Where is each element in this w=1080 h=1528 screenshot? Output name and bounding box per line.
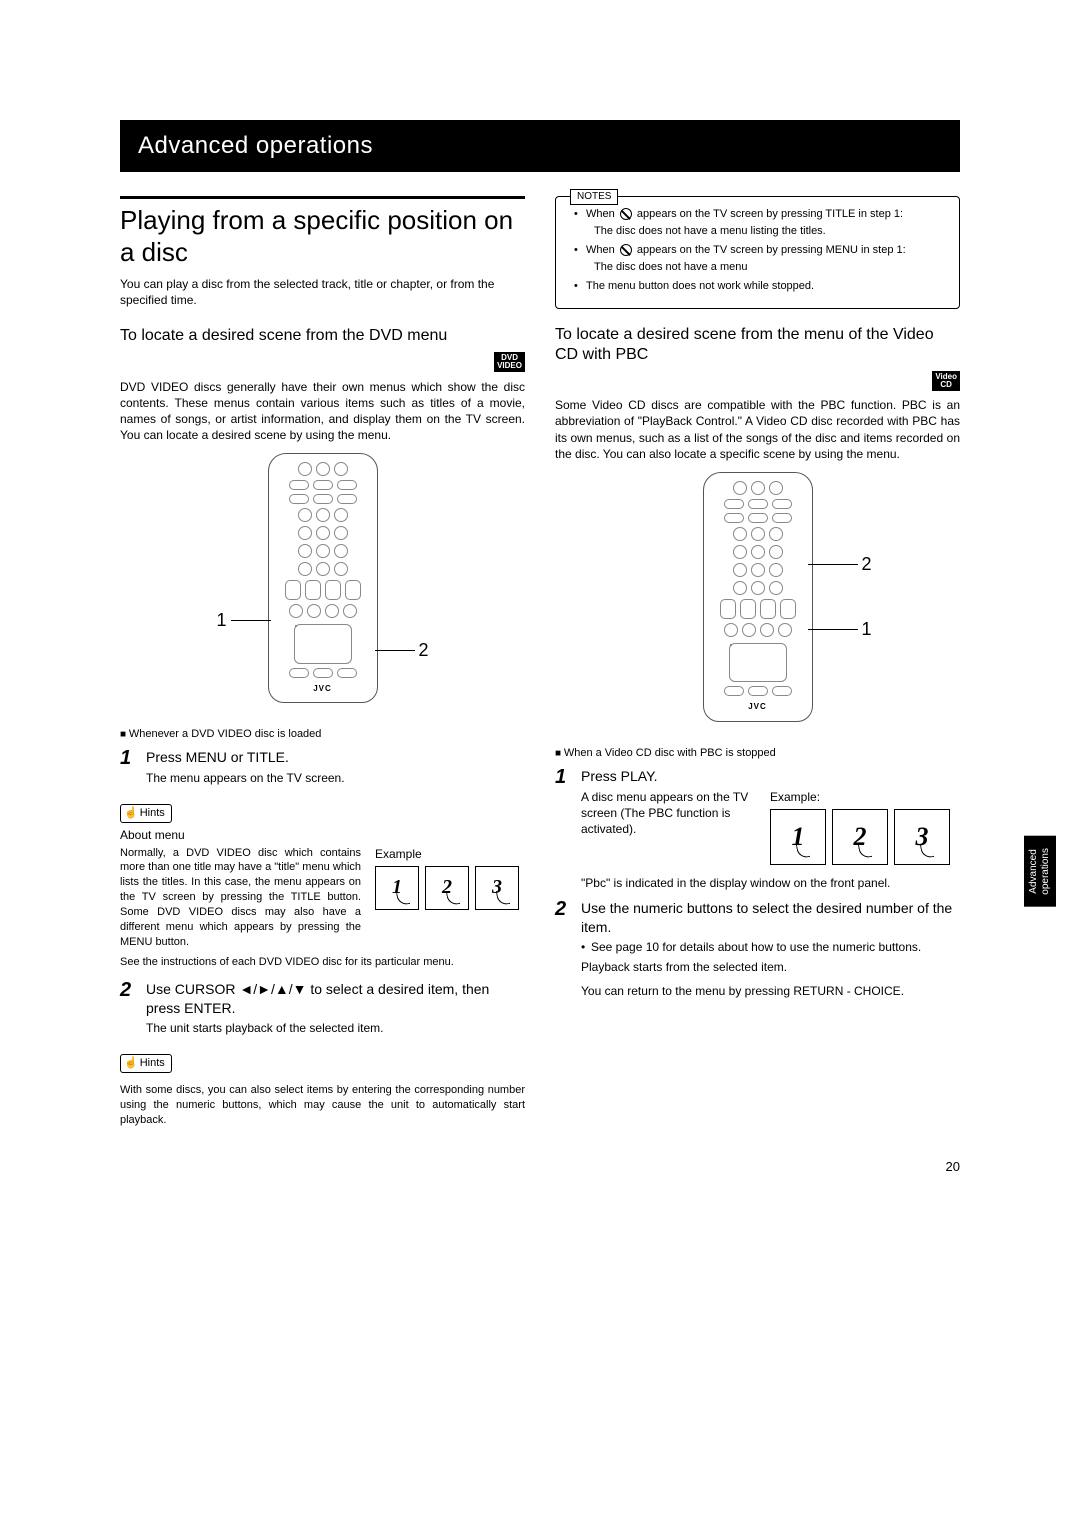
prohibit-icon: [620, 244, 632, 256]
note-2-sub: The disc does not have a menu: [594, 260, 947, 275]
example-label-r: Example:: [770, 789, 960, 805]
step-1: 1 Press MENU or TITLE.: [120, 748, 525, 768]
step-2-desc: The unit starts playback of the selected…: [146, 1020, 525, 1036]
step-r2-desc2: You can return to the menu by pressing R…: [581, 983, 960, 999]
callout-1: 1: [861, 617, 871, 641]
remote-outline: JVC: [268, 453, 378, 703]
left-column: Playing from a specific position on a di…: [120, 196, 525, 1127]
note-1-sub: The disc does not have a menu listing th…: [594, 224, 947, 239]
callout-1: 1: [217, 608, 227, 632]
intro-text: You can play a disc from the selected tr…: [120, 276, 525, 308]
remote-brand: JVC: [748, 702, 767, 713]
note-3: The menu button does not work while stop…: [578, 279, 947, 294]
step-r2-number: 2: [555, 899, 573, 919]
note-2: When appears on the TV screen by pressin…: [578, 243, 947, 275]
step-r1-desc: A disc menu appears on the TV screen (Th…: [581, 789, 750, 838]
notes-box: NOTES When appears on the TV screen by p…: [555, 196, 960, 308]
step-1-number: 1: [120, 748, 138, 768]
hints-badge-2: Hints: [120, 1054, 172, 1073]
remote-outline: JVC: [703, 472, 813, 722]
step-1-text: Press MENU or TITLE.: [146, 748, 289, 767]
step-2-text: Use CURSOR ◄/►/▲/▼ to select a desired i…: [146, 980, 525, 1018]
tile-r3: 3: [916, 819, 929, 854]
tile-r1: 1: [792, 819, 805, 854]
video-cd-badge: Video CD: [932, 371, 960, 391]
subheading-vcd-pbc: To locate a desired scene from the menu …: [555, 325, 960, 365]
vcd-body: Some Video CD discs are compatible with …: [555, 397, 960, 462]
remote-diagram-right: JVC 2 1: [628, 472, 888, 732]
step-r1-text: Press PLAY.: [581, 767, 658, 786]
condition-dvd-loaded: Whenever a DVD VIDEO disc is loaded: [120, 727, 525, 742]
step-r2-text: Use the numeric buttons to select the de…: [581, 899, 960, 937]
prohibit-icon: [620, 208, 632, 220]
tile-2: 2: [442, 874, 452, 901]
dvd-menu-body: DVD VIDEO discs generally have their own…: [120, 379, 525, 444]
example-tiles-r: 1 2 3: [770, 809, 960, 865]
remote-diagram-left: JVC 1 2: [193, 453, 453, 713]
step-r2-desc1: Playback starts from the selected item.: [581, 959, 960, 975]
page-number: 20: [120, 1158, 960, 1176]
step-1-desc: The menu appears on the TV screen.: [146, 770, 525, 786]
pbc-note: "Pbc" is indicated in the display window…: [581, 875, 960, 891]
step-r1: 1 Press PLAY.: [555, 767, 960, 787]
tile-r2: 2: [854, 819, 867, 854]
heading-rule: [120, 196, 525, 199]
about-menu-head: About menu: [120, 827, 525, 843]
step-2: 2 Use CURSOR ◄/►/▲/▼ to select a desired…: [120, 980, 525, 1018]
hints-2-body: With some discs, you can also select ite…: [120, 1083, 525, 1128]
example-label: Example: [375, 846, 525, 862]
callout-2: 2: [861, 552, 871, 576]
section-heading: Playing from a specific position on a di…: [120, 205, 525, 267]
step-r2-bullet: See page 10 for details about how to use…: [581, 939, 960, 955]
example-tiles: 1 2 3: [375, 866, 525, 910]
callout-2: 2: [418, 638, 428, 662]
hints-badge: Hints: [120, 804, 172, 823]
dvd-video-badge: DVD VIDEO: [494, 352, 525, 372]
note-1: When appears on the TV screen by pressin…: [578, 207, 947, 239]
remote-brand: JVC: [313, 684, 332, 695]
about-menu-body: Normally, a DVD VIDEO disc which contain…: [120, 846, 361, 950]
tile-3: 3: [492, 874, 502, 901]
about-menu-foot: See the instructions of each DVD VIDEO d…: [120, 955, 525, 970]
right-column: NOTES When appears on the TV screen by p…: [555, 196, 960, 1127]
step-r1-number: 1: [555, 767, 573, 787]
condition-vcd-stopped: When a Video CD disc with PBC is stopped: [555, 746, 960, 761]
subheading-dvd-menu: To locate a desired scene from the DVD m…: [120, 326, 525, 346]
step-r2: 2 Use the numeric buttons to select the …: [555, 899, 960, 937]
tile-1: 1: [392, 874, 402, 901]
step-2-number: 2: [120, 980, 138, 1000]
side-tab: Advanced operations: [1024, 836, 1056, 907]
page-title-bar: Advanced operations: [120, 120, 960, 172]
notes-label: NOTES: [570, 189, 618, 205]
